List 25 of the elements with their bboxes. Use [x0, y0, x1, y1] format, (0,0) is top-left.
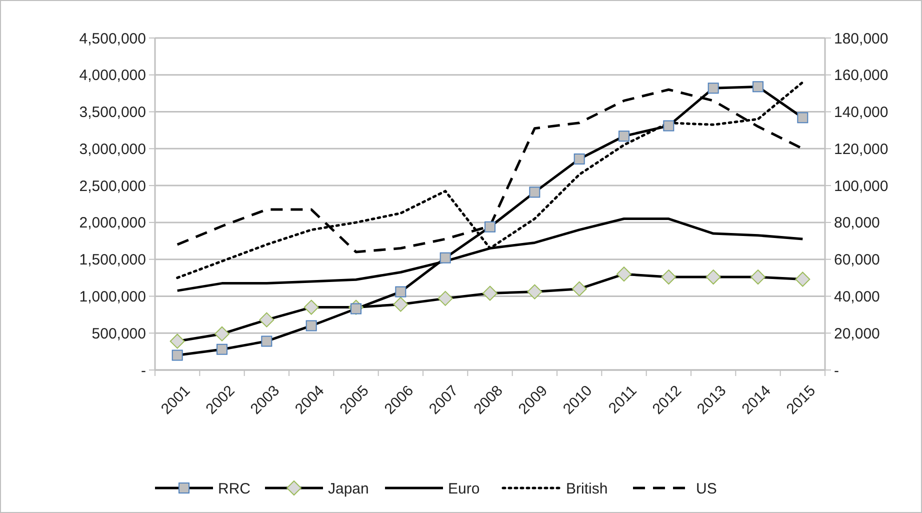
- y2-tick-label: 180,000: [834, 30, 888, 48]
- y-tick-label: 4,500,000: [79, 30, 146, 48]
- y-tick-label: 3,000,000: [79, 140, 146, 158]
- legend-label: Japan: [328, 480, 369, 498]
- y2-tick-label: -: [834, 362, 839, 380]
- legend-label: RRC: [218, 480, 251, 498]
- y2-tick-label: 60,000: [834, 252, 880, 269]
- y2-tick-label: 40,000: [834, 288, 880, 306]
- y2-tick-label: 120,000: [834, 140, 888, 158]
- y2-tick-label: 140,000: [834, 104, 888, 122]
- y2-tick-label: 160,000: [834, 67, 888, 84]
- legend-label: US: [696, 480, 717, 498]
- y2-tick-label: 20,000: [834, 325, 880, 342]
- y-tick-label: 2,000,000: [79, 214, 146, 232]
- y-tick-label: 1,500,000: [79, 252, 146, 269]
- y-tick-label: 2,500,000: [79, 178, 146, 195]
- y-tick-label: -: [141, 362, 146, 380]
- y-tick-label: 4,000,000: [79, 67, 146, 84]
- y-tick-label: 3,500,000: [79, 104, 146, 122]
- legend-label: Euro: [448, 480, 480, 498]
- y-tick-label: 500,000: [92, 325, 146, 342]
- legend-label: British: [566, 480, 608, 498]
- y-tick-label: 1,000,000: [79, 288, 146, 306]
- y2-tick-label: 100,000: [834, 178, 888, 195]
- y2-tick-label: 80,000: [834, 214, 880, 232]
